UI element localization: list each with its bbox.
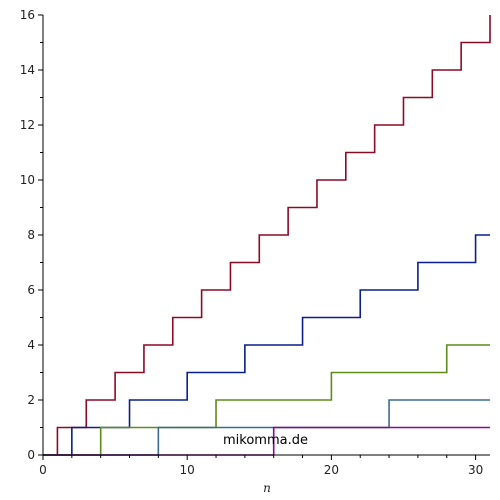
x-tick-label: 20 [324, 463, 339, 477]
y-tick-label: 16 [20, 8, 35, 22]
axes-layer: 0 2 4 6 8 10 12 14 16 0 10 20 30 [20, 8, 490, 477]
watermark: mikomma.de [223, 433, 308, 448]
y-tick-label: 14 [20, 63, 35, 77]
series-layer [43, 15, 491, 456]
series-line-1 [43, 15, 491, 456]
y-tick-label: 10 [20, 173, 35, 187]
y-tick-label: 2 [27, 393, 35, 407]
y-tick-label: 12 [20, 118, 35, 132]
x-axis-label: n [263, 481, 271, 495]
series-line-3 [43, 344, 490, 456]
y-tick-label: 4 [27, 338, 35, 352]
series-line-2 [43, 234, 490, 456]
y-tick-label: 6 [27, 283, 35, 297]
x-tick-label: 10 [180, 463, 195, 477]
x-tick-label: 0 [39, 463, 47, 477]
y-tick-label: 0 [27, 448, 35, 462]
x-tick-label: 30 [468, 463, 483, 477]
y-tick-label: 8 [27, 228, 35, 242]
